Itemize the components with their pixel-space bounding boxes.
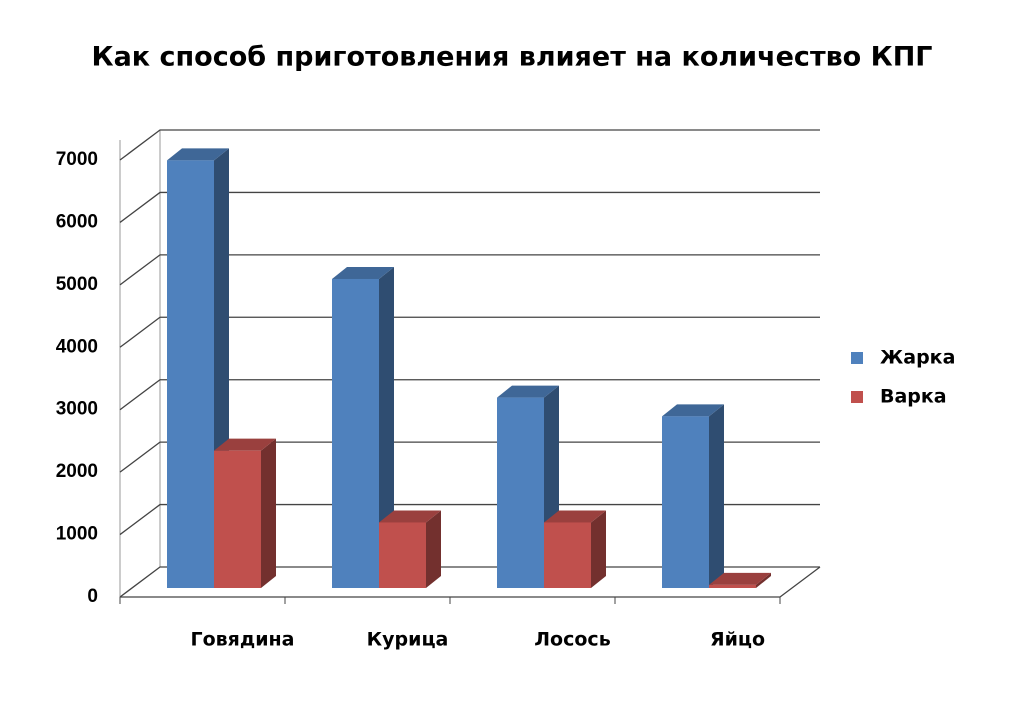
y-tick-label: 6000 [56, 211, 98, 232]
grid-line [119, 254, 820, 286]
bar-side [379, 266, 394, 588]
x-tick-label: Лосось [534, 629, 610, 651]
chart-title: Как способ приготовления влияет на колич… [92, 42, 933, 73]
bar-top [379, 510, 441, 523]
y-tick-label: 5000 [56, 274, 98, 295]
bar-top [544, 510, 606, 523]
x-tick-label: Яйцо [710, 629, 765, 651]
bar-side [591, 510, 606, 588]
bar [332, 278, 379, 588]
y-tick-label: 4000 [56, 336, 98, 357]
bar-top [709, 572, 771, 585]
grid-line [119, 379, 820, 411]
y-tick-label: 1000 [56, 524, 98, 545]
legend-label: Варка [880, 386, 947, 408]
y-tick-label: 3000 [56, 399, 98, 420]
grid-line [119, 503, 820, 536]
legend-swatch [851, 391, 863, 403]
bar-top [662, 404, 724, 417]
bar [709, 584, 756, 588]
y-tick-label: 0 [87, 586, 98, 607]
grid-line [119, 129, 820, 161]
bar-top [214, 438, 276, 451]
bar-top [167, 148, 229, 161]
y-tick-label: 2000 [56, 461, 98, 482]
grid-line [119, 191, 820, 223]
bar [544, 522, 591, 588]
bar-side [426, 510, 441, 588]
bar-side [261, 438, 276, 588]
legend-label: Жарка [880, 347, 955, 369]
bar-side [709, 404, 724, 588]
x-tick-label: Курица [367, 629, 449, 651]
grid-line [119, 441, 820, 473]
bar-side [756, 572, 771, 588]
bar [662, 416, 709, 588]
bar [214, 450, 261, 588]
legend-swatch [851, 352, 863, 364]
bar [379, 522, 426, 588]
y-tick-label: 7000 [56, 149, 98, 170]
bar [167, 160, 214, 588]
bar-top [332, 266, 394, 279]
bar-top [497, 385, 559, 398]
grid-line [119, 316, 820, 348]
x-tick-label: Говядина [191, 629, 295, 651]
bar [497, 397, 544, 588]
